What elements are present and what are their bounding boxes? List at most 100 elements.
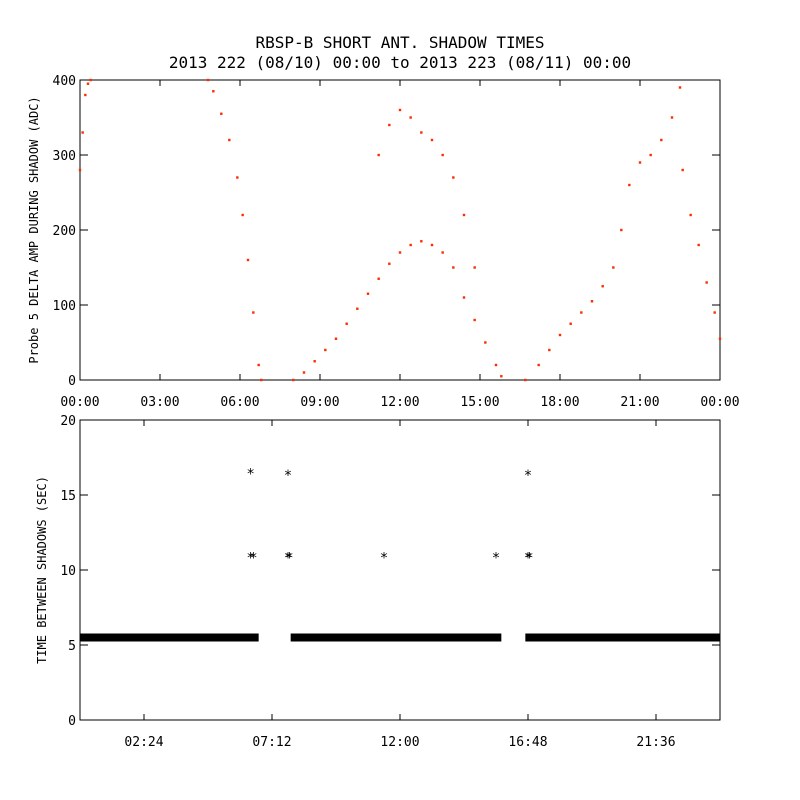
top-data-point [366,292,370,295]
top-y-tick-label: 100 [53,299,76,314]
top-data-point [612,266,615,269]
top-data-point [601,285,604,288]
top-data-point [228,138,231,142]
top-data-point [212,90,215,93]
top-data-point [220,112,223,115]
top-x-tick-label: 18:00 [540,395,579,410]
bottom-data-point: * [285,468,292,484]
top-x-tick-label: 03:00 [140,395,179,410]
top-data-point [246,258,250,262]
bottom-x-tick-label: 07:12 [252,735,291,750]
top-data-point [302,371,306,374]
top-data-point [524,378,527,382]
top-data-point [241,213,244,217]
top-data-point [388,123,391,127]
bottom-panel: ****** * **** 02:24 07:12 12:00 16:48 21:36051… [35,414,721,750]
top-data-point [628,183,631,187]
top-data-point [409,116,412,119]
top-data-point [398,108,402,112]
bottom-data-point: * [525,551,532,567]
top-data-point [494,363,498,367]
top-data-point [500,375,503,378]
top-data-point [713,311,716,314]
top-data-point [473,266,476,269]
top-data-point [86,82,90,85]
top-y-axis-label: Probe 5 DELTA AMP DURING SHADOW (ADC) [27,96,41,363]
bottom-x-tick-label: 02:24 [124,735,163,750]
top-series-points [78,78,722,382]
top-data-point [206,78,210,82]
top-data-point [409,243,412,247]
bottom-y-tick-label: 15 [60,489,76,504]
bottom-data-point: * [525,468,532,484]
top-data-point [257,363,260,367]
top-data-point [718,337,722,340]
top-data-point [697,243,700,247]
top-data-point [660,138,663,142]
top-data-point [334,337,338,340]
top-data-point [420,131,423,134]
top-data-point [548,348,551,352]
top-data-point [345,322,348,325]
top-data-point [558,333,562,337]
bottom-data-point: * [247,467,254,483]
top-data-point [236,176,239,179]
top-data-point [420,240,423,243]
bottom-series-points: ****** * **** [80,467,720,642]
top-x-tick-label: 12:00 [380,395,419,410]
top-data-point [398,251,402,254]
bottom-axes: 02:24 07:12 12:00 16:48 21:36 0 5 10 15 20 [60,414,720,750]
top-y-tick-label: 200 [53,224,76,239]
top-y-tick-label: 300 [53,149,76,164]
top-data-point [377,153,380,157]
bottom-baseline-band [290,633,502,642]
top-data-point [689,213,692,217]
bottom-x-tick-label: 21:36 [636,735,675,750]
top-data-point [356,307,359,310]
top-data-point [678,86,682,89]
top-data-point [705,281,708,284]
bottom-data-point: * [381,551,388,567]
bottom-y-tick-label: 5 [68,639,76,654]
top-plot-frame [79,79,721,381]
top-data-point [681,168,684,172]
bottom-plot-frame [79,419,721,721]
bottom-data-point: * [247,551,254,567]
top-data-point [462,296,466,299]
top-data-point [292,378,295,382]
top-data-point [649,153,652,157]
top-data-point [452,176,455,179]
top-data-point [569,322,572,325]
bottom-x-tick-label: 16:48 [508,735,547,750]
top-x-tick-label: 15:00 [460,395,499,410]
top-x-tick-label: 00:00 [60,395,99,410]
bottom-data-point: * [286,551,293,567]
top-data-point [638,161,642,164]
bottom-y-tick-label: 0 [68,714,76,729]
top-y-tick-label: 0 [68,374,76,389]
top-axes: 00:00 03:00 06:00 09:00 12:00 15:00 18:00 21:00… [53,74,740,410]
bottom-data-point: * [493,551,500,567]
top-data-point [670,116,674,119]
top-x-tick-label: 21:00 [620,395,659,410]
top-data-point [484,341,487,344]
top-data-point [84,93,87,97]
bottom-y-tick-label: 10 [60,564,76,579]
top-data-point [260,378,263,382]
top-data-point [441,153,444,157]
top-data-point [377,277,380,280]
bottom-baseline-band [525,633,720,642]
bottom-data-point: * [250,551,257,567]
top-data-point [252,311,255,314]
bottom-data-point: * [526,551,533,567]
top-data-point [430,138,434,142]
top-data-point [81,131,84,134]
top-data-point [473,318,476,322]
top-data-point [620,228,623,232]
top-data-point [580,311,583,314]
bottom-baseline-band [80,633,259,642]
top-data-point [78,168,82,172]
top-panel: 00:00 03:00 06:00 09:00 12:00 15:00 18:00 21:00… [27,74,740,410]
top-data-point [324,348,327,352]
